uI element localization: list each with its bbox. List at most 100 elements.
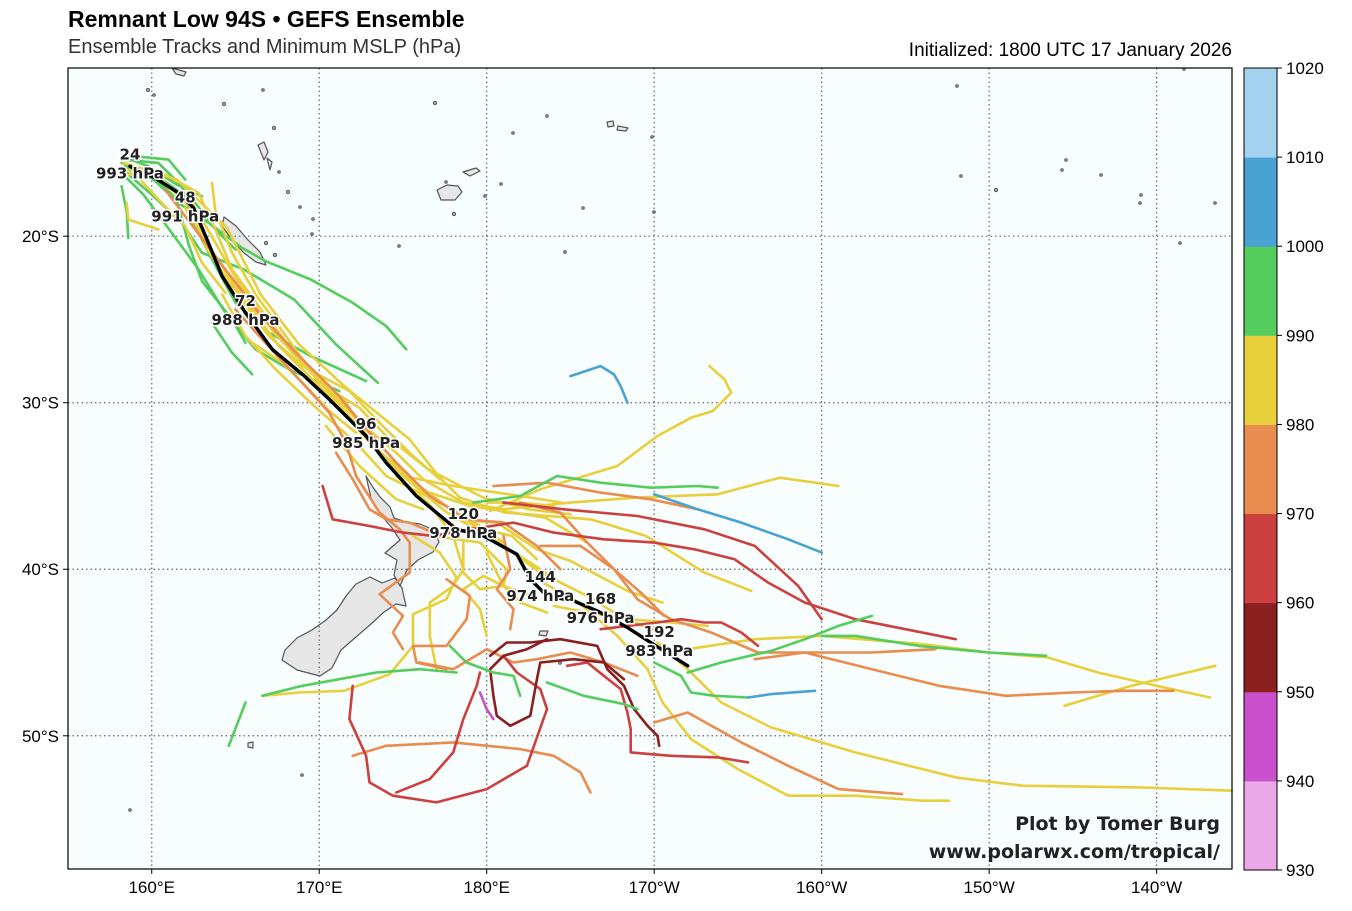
colorbar-segment (1244, 335, 1277, 425)
lon-tick-label: 150°W (964, 878, 1015, 897)
ensemble-mean-track (128, 164, 690, 668)
nz-south-island (281, 576, 407, 677)
ensemble-member-track (478, 691, 495, 721)
ensemble-member-track (656, 641, 1234, 793)
fiji-vanua-levu (462, 167, 481, 177)
forecast-hour-label: 24 (120, 145, 141, 163)
mean-track-line (128, 164, 690, 668)
ensemble-member-track (565, 661, 750, 764)
ensemble-member-track (535, 577, 951, 803)
ensemble-member-track (222, 268, 442, 481)
lon-tick-label: 160°W (796, 878, 847, 897)
colorbar-segment (1244, 246, 1277, 336)
mslp-label: 976 hPa (567, 609, 635, 627)
colorbar-tick-label: 970 (1286, 505, 1314, 524)
colorbar-tick-label: 1010 (1286, 148, 1324, 167)
ensemble-member-track (401, 474, 564, 504)
colorbar-tick-label: 930 (1286, 861, 1314, 880)
map-frame (67, 67, 1233, 870)
samoa-east (616, 125, 629, 132)
ensemble-member-track (746, 689, 817, 699)
ensemble-member-track (492, 481, 700, 511)
ensemble-member-track (448, 644, 522, 698)
forecast-hour-label: 96 (356, 415, 377, 433)
ensemble-member-track (418, 487, 589, 544)
ensemble-member-track (411, 577, 472, 671)
mslp-label: 991 hPa (151, 208, 219, 226)
forecast-hour-label: 48 (175, 189, 196, 207)
colorbar-segment (1244, 513, 1277, 604)
credit-author: Plot by Tomer Burg (1015, 813, 1220, 835)
auckland-islands (247, 741, 254, 749)
ensemble-member-track (488, 637, 661, 748)
ensemble-member-track (652, 492, 824, 554)
ensemble-member-track (686, 614, 874, 674)
ensemble-member-track (518, 501, 937, 654)
colorbar-tick-label: 950 (1286, 683, 1314, 702)
ensemble-member-track (125, 201, 160, 231)
forecast-hour-label: 72 (235, 292, 256, 310)
ensemble-member-track (599, 617, 760, 648)
lon-tick-label: 160°E (128, 878, 175, 897)
ensemble-member-track (502, 501, 824, 621)
ensemble-member-track (227, 701, 247, 748)
vanuatu-espiritu (266, 157, 273, 171)
ensemble-member-track (485, 551, 549, 614)
map-gridlines (68, 68, 1232, 869)
colorbar-tick-label: 980 (1286, 415, 1314, 434)
lat-tick-label: 30°S (22, 394, 59, 413)
ensemble-member-track (431, 534, 509, 638)
ensemble-member-track (334, 451, 435, 534)
chart-title: Remnant Low 94S • GEFS Ensemble (68, 6, 465, 32)
ensemble-member-track (260, 667, 458, 698)
mslp-colorbar: 930 940 950 960 970 980 990 1000 1010 1020 (1243, 59, 1324, 880)
colorbar-tick-label: 960 (1286, 594, 1314, 613)
lon-tick-label: 140°W (1131, 878, 1182, 897)
ensemble-member-track (569, 364, 629, 405)
forecast-hour-label: 144 (525, 568, 556, 586)
ensemble-member-track (321, 484, 958, 641)
ensemble-member-track (471, 474, 720, 504)
ensemble-member-track (652, 711, 904, 796)
colorbar-segment (1244, 602, 1277, 693)
chart-subtitle: Ensemble Tracks and Minimum MSLP (hPa) (68, 36, 462, 58)
ensemble-tracks (116, 155, 1234, 804)
colorbar-segment (1244, 157, 1277, 247)
ensemble-member-track (652, 661, 750, 699)
ensemble-member-track (163, 188, 562, 571)
solomon-islands (171, 67, 187, 77)
forecast-hour-label: 168 (585, 590, 616, 608)
ensemble-member-track (140, 179, 227, 295)
colorbar-tick-label: 940 (1286, 772, 1314, 791)
lat-tick-label: 20°S (22, 227, 59, 246)
ensemble-member-track (210, 321, 254, 376)
lat-tick-label: 50°S (22, 727, 59, 746)
colorbar-tick-label: 1020 (1286, 59, 1324, 78)
ensemble-member-track (461, 541, 532, 598)
initialized-time: Initialized: 1800 UTC 17 January 2026 (908, 40, 1232, 61)
colorbar-frame (1243, 67, 1278, 871)
ensemble-member-track (820, 634, 1048, 658)
colorbar-tick-label: 990 (1286, 326, 1314, 345)
ensemble-member-track (1063, 664, 1217, 708)
lat-tick-labels: 20°S 30°S 40°S 50°S (22, 227, 68, 746)
ensemble-member-track (394, 671, 482, 794)
vanuatu-north (257, 141, 269, 161)
mslp-label: 993 hPa (96, 164, 164, 182)
chatham-islands (538, 630, 549, 637)
ensemble-member-track (488, 637, 626, 728)
lon-tick-labels: 160°E 170°E 180°E 170°W 160°W 150°W 140°W (128, 869, 1182, 897)
colorbar-segment (1244, 68, 1277, 158)
new-caledonia (221, 216, 267, 266)
ensemble-member-track (495, 534, 515, 631)
colorbar-segment (1244, 780, 1277, 871)
small-islands (128, 67, 1217, 812)
credit-url: www.polarwx.com/tropical/ (929, 841, 1220, 863)
mslp-label: 978 hPa (429, 524, 497, 542)
forecast-hour-label: 192 (644, 623, 675, 641)
lat-tick-label: 40°S (22, 560, 59, 579)
mslp-label: 985 hPa (332, 434, 400, 452)
samoa (606, 120, 615, 128)
ensemble-member-track (260, 534, 458, 698)
